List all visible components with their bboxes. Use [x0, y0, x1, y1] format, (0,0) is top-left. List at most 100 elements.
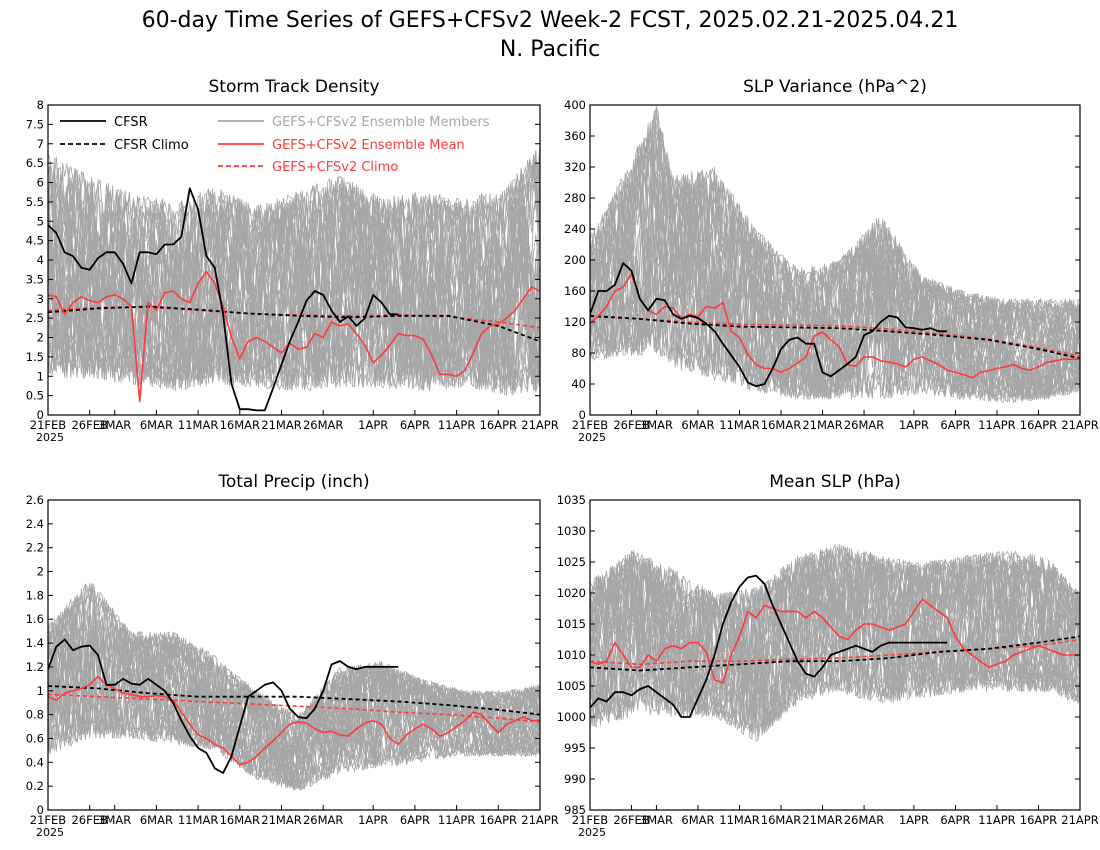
x-tick-label: 26MAR — [303, 813, 343, 827]
ensemble-member-line — [48, 170, 540, 389]
series-line-gefs-cfsv2-climo — [590, 315, 1080, 357]
main-title-line2: N. Pacific — [500, 37, 600, 62]
y-tick-label: 1 — [37, 369, 44, 383]
y-tick-label: 0.5 — [26, 389, 44, 403]
x-tick-label: 3MAR — [640, 813, 673, 827]
y-tick-label: 990 — [564, 772, 586, 786]
ensemble-member-line — [590, 551, 1080, 728]
x-tick-label: 21APR — [521, 813, 558, 827]
y-tick-label: 1010 — [557, 648, 586, 662]
y-tick-label: 2.4 — [26, 517, 44, 531]
x-tick-label: 3MAR — [640, 418, 673, 432]
y-tick-label: 0.6 — [26, 731, 44, 745]
y-tick-label: 320 — [564, 160, 586, 174]
series-line-cfsr-climo — [590, 635, 1080, 672]
ensemble-members — [590, 105, 1080, 404]
y-tick-label: 8 — [37, 98, 44, 112]
x-tick-label: 21MAR — [261, 418, 301, 432]
ensemble-member-line — [48, 175, 540, 373]
y-tick-label: 5.5 — [26, 195, 44, 209]
series-line-gefs-cfsv2-ensemble-mean — [48, 675, 540, 766]
y-tick-label: 7 — [37, 137, 44, 151]
ensemble-member-line — [590, 141, 1080, 401]
ensemble-member-line — [48, 163, 540, 391]
series-line-cfsr — [590, 262, 948, 388]
y-tick-label: 2.6 — [26, 493, 44, 507]
x-tick-label: 16MAR — [761, 813, 801, 827]
x-tick-label: 21MAR — [802, 813, 842, 827]
y-tick-label: 7.5 — [26, 117, 44, 131]
y-tick-label: 1015 — [557, 617, 586, 631]
x-year-label: 2025 — [578, 826, 606, 839]
x-tick-label: 16MAR — [220, 418, 260, 432]
chart-panel-4: Mean SLP (hPa) 985 990 995 1000 1005 1010 1015 1… — [557, 472, 1099, 839]
series-line-gefs-cfsv2-climo — [590, 638, 1080, 666]
y-tick-label: 1005 — [557, 679, 586, 693]
y-tick-label: 985 — [564, 803, 586, 817]
y-tick-label: 4.5 — [26, 234, 44, 248]
y-tick-label: 360 — [564, 129, 586, 143]
series-line-gefs-cfsv2-ensemble-mean — [590, 273, 1080, 379]
x-tick-label: 26MAR — [844, 813, 884, 827]
x-tick-label: 6APR — [940, 813, 970, 827]
main-title-line1: 60-day Time Series of GEFS+CFSv2 Week-2 … — [142, 8, 959, 33]
y-tick-label: 40 — [571, 377, 586, 391]
ensemble-member-line — [590, 160, 1080, 394]
series-lines — [48, 638, 540, 774]
y-tick-label: 1.5 — [26, 350, 44, 364]
x-tick-label: 26MAR — [844, 418, 884, 432]
y-tick-label: 0.4 — [26, 755, 44, 769]
x-tick-label: 11MAR — [719, 418, 759, 432]
ensemble-member-line — [48, 625, 540, 790]
x-tick-label: 26FEB — [613, 813, 650, 827]
legend-label: GEFS+CFSv2 Ensemble Members — [272, 115, 490, 130]
y-tick-label: 1.4 — [26, 636, 44, 650]
y-tick-label: 1020 — [557, 586, 586, 600]
x-tick-label: 3MAR — [98, 418, 131, 432]
y-tick-label: 0.2 — [26, 779, 44, 793]
series-lines — [590, 574, 1080, 718]
y-tick-label: 0.8 — [26, 708, 44, 722]
series-line-cfsr-climo — [590, 314, 1080, 360]
panel-title: Total Precip (inch) — [217, 472, 369, 492]
y-tick-label: 0 — [579, 408, 586, 422]
x-tick-label: 6MAR — [140, 813, 173, 827]
x-tick-label: 11APR — [438, 813, 475, 827]
x-tick-label: 21APR — [1061, 418, 1098, 432]
plot-frame — [47, 499, 541, 811]
x-year-label: 2025 — [36, 826, 64, 839]
x-tick-label: 26FEB — [613, 418, 650, 432]
x-tick-label: 21APR — [1061, 813, 1098, 827]
y-tick-label: 0 — [37, 408, 44, 422]
y-tick-label: 400 — [564, 98, 586, 112]
legend-label: GEFS+CFSv2 Climo — [272, 160, 398, 175]
chart-panel-3: Total Precip (inch) 0 0.2 0.4 0.6 0.8 1 1.2 1.4 1… — [26, 472, 559, 839]
y-tick-label: 80 — [571, 346, 586, 360]
y-tick-label: 6.5 — [26, 156, 44, 170]
panels: Storm Track Density 0 0.5 1 1.5 2 2.5 3 3.5 4 4.5 5… — [26, 77, 1099, 839]
x-tick-label: 16MAR — [220, 813, 260, 827]
y-tick-label: 5 — [37, 214, 44, 228]
ensemble-member-line — [590, 547, 1080, 737]
x-tick-label: 26FEB — [71, 813, 108, 827]
x-tick-label: 21FEB — [572, 418, 609, 432]
x-tick-label: 21MAR — [261, 813, 301, 827]
y-tick-label: 6 — [37, 176, 44, 190]
ensemble-member-line — [48, 586, 540, 767]
panel-title: Mean SLP (hPa) — [769, 472, 901, 492]
series-lines — [590, 262, 1080, 388]
series-line-gefs-cfsv2-ensemble-mean — [48, 270, 540, 403]
y-tick-label: 1000 — [557, 710, 586, 724]
ensemble-member-line — [590, 552, 1080, 722]
x-tick-label: 6APR — [400, 813, 430, 827]
x-tick-label: 1APR — [358, 418, 388, 432]
x-tick-label: 21FEB — [30, 813, 67, 827]
ensemble-member-line — [48, 588, 540, 786]
x-tick-label: 11APR — [438, 418, 475, 432]
ensemble-member-line — [48, 199, 540, 392]
x-tick-label: 26FEB — [71, 418, 108, 432]
ensemble-member-line — [48, 196, 540, 393]
x-tick-label: 1APR — [899, 418, 929, 432]
series-line-gefs-cfsv2-ensemble-mean — [590, 598, 1080, 684]
x-tick-label: 11MAR — [719, 813, 759, 827]
